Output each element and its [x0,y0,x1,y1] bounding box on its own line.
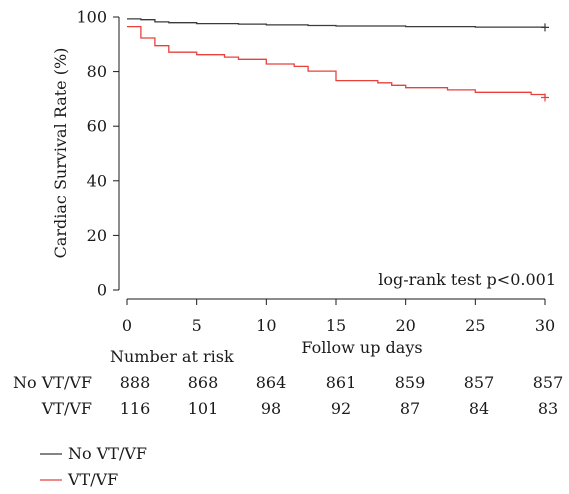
x-tick-label: 15 [326,316,346,335]
y-tick-label: 20 [87,226,107,245]
risk-count: 83 [538,399,558,418]
risk-count: 84 [469,399,489,418]
risk-row-label: No VT/VF [13,373,92,392]
y-axis-ticks: 0 20 40 60 80 100 [76,8,119,300]
survival-curve-vt-vf [127,25,546,97]
risk-count: 864 [256,373,287,392]
risk-count: 857 [464,373,495,392]
risk-count: 87 [400,399,420,418]
risk-count: 861 [326,373,357,392]
x-tick-label: 20 [395,316,415,335]
legend: No VT/VF VT/VF [40,444,147,489]
x-axis-ticks: 0 5 10 15 20 25 30 [122,299,555,335]
y-axis-label: Cardiac Survival Rate (%) [51,48,70,259]
risk-row-label: VT/VF [41,399,92,418]
y-tick-label: 40 [87,171,107,190]
legend-label: No VT/VF [68,444,147,463]
x-tick-label: 25 [465,316,485,335]
risk-count: 101 [188,399,219,418]
legend-label: VT/VF [67,470,118,489]
risk-count: 868 [188,373,219,392]
risk-count: 857 [533,373,564,392]
censor-mark-vt-vf [541,93,549,102]
log-rank-annotation: log-rank test p<0.001 [378,270,556,289]
risk-count: 92 [331,399,351,418]
x-tick-label: 5 [192,316,202,335]
risk-count: 888 [120,373,151,392]
y-tick-label: 60 [87,117,107,136]
x-axis-label: Follow up days [301,338,422,357]
y-tick-label: 100 [76,8,107,27]
plot-area: 0 20 40 60 80 100 0 5 10 15 20 25 30 [76,8,555,336]
x-tick-label: 10 [256,316,276,335]
survival-curve-no-vt-vf [127,18,546,28]
y-tick-label: 80 [87,62,107,81]
number-at-risk-table: Number at risk No VT/VF 888 868 864 861 859 85… [13,347,563,418]
risk-count: 116 [120,399,151,418]
censor-mark-no-vt-vf [541,23,549,32]
risk-count: 859 [395,373,426,392]
risk-count: 98 [261,399,281,418]
x-tick-label: 30 [535,316,555,335]
y-tick-label: 0 [97,281,107,300]
x-tick-label: 0 [122,316,132,335]
survival-curves [127,18,549,102]
risk-table-title: Number at risk [110,347,234,366]
